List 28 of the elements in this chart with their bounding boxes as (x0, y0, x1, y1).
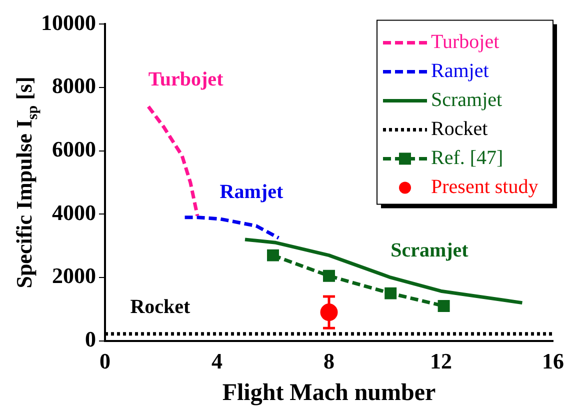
y-tick-label: 0 (85, 326, 96, 352)
point (323, 270, 335, 282)
x-axis-title: Flight Mach number (222, 380, 436, 406)
x-tick-label: 4 (212, 348, 222, 374)
x-tick-label: 16 (542, 348, 564, 374)
legend-label: Present study (431, 176, 538, 198)
line-series (183, 216, 280, 240)
legend-label: Rocket (431, 118, 488, 140)
point (438, 300, 450, 312)
annotation: Scramjet (390, 240, 469, 262)
annotation: Ramjet (220, 181, 284, 204)
legend-label: Ref. [47] (431, 146, 504, 169)
y-tick-label: 2000 (52, 263, 96, 288)
x-tick-label: 12 (430, 348, 452, 374)
y-tick-label: 4000 (52, 200, 96, 225)
legend-label: Turbojet (431, 30, 500, 53)
y-axis-title: Specific Impulse Isp [s] (12, 76, 41, 288)
x-tick-label: 8 (324, 348, 334, 374)
annotation: Rocket (130, 296, 191, 318)
y-tick-label: 8000 (52, 73, 96, 98)
y-tick-label: 6000 (52, 136, 96, 162)
annotation: Turbojet (148, 68, 224, 91)
point (267, 249, 279, 262)
legend-label: Ramjet (431, 60, 490, 82)
point (384, 287, 397, 300)
line-series (146, 104, 200, 218)
legend-label: Scramjet (431, 88, 503, 111)
y-tick-label: 10000 (41, 10, 96, 35)
